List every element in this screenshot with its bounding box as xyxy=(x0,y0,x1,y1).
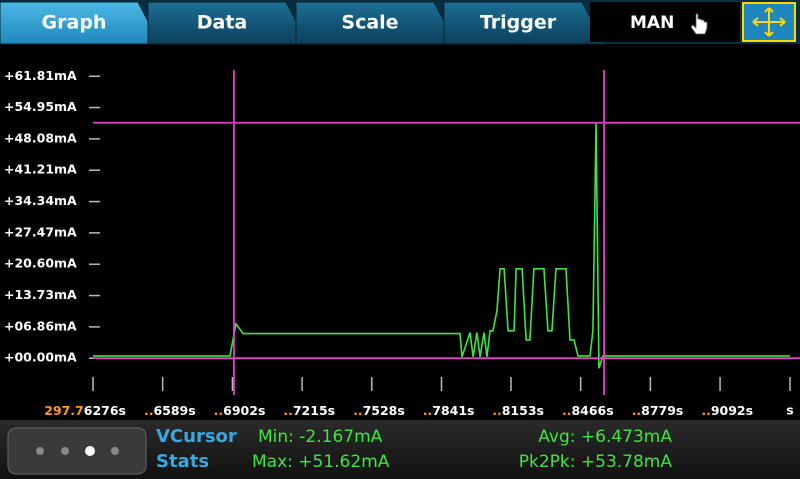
x-tick-text: 9092s xyxy=(711,403,753,418)
y-tick-label: +54.95mA xyxy=(4,99,77,114)
y-tick-label: +13.73mA xyxy=(4,287,77,302)
mode-label: MAN xyxy=(630,13,674,33)
page-dot xyxy=(111,447,119,455)
cursor-icon xyxy=(752,7,786,37)
y-tick-label: +61.81mA xyxy=(4,68,77,83)
tab-label: Graph xyxy=(42,12,107,34)
tab[interactable] xyxy=(295,1,457,45)
x-tick-text: 7528s xyxy=(363,403,405,418)
stat: Pk2Pk: +53.78mA xyxy=(519,452,673,472)
trace xyxy=(93,122,790,369)
x-tick-prefix: .. xyxy=(214,403,224,418)
y-tick-label: +00.00mA xyxy=(4,350,77,365)
x-tick-prefix: .. xyxy=(632,403,642,418)
x-tick-label: ..7841s xyxy=(423,403,475,418)
x-tick-label: ..8466s xyxy=(562,403,614,418)
page-dot xyxy=(85,446,95,456)
x-tick-label: ..6589s xyxy=(144,403,196,418)
x-unit: s xyxy=(786,403,793,418)
stats-title: VCursor xyxy=(156,426,237,447)
x-tick-prefix: .. xyxy=(283,403,293,418)
x-tick-prefix: .. xyxy=(353,403,363,418)
x-tick-prefix: .. xyxy=(492,403,502,418)
x-tick-prefix: 297.7 xyxy=(44,403,84,418)
y-tick-label: +06.86mA xyxy=(4,318,77,333)
stat: Avg: +6.473mA xyxy=(538,427,672,447)
stats-title: Stats xyxy=(156,451,209,472)
x-tick-text: 8466s xyxy=(571,403,613,418)
page-dot xyxy=(36,447,44,455)
x-tick-label: ..8153s xyxy=(492,403,544,418)
y-tick-label: +27.47mA xyxy=(4,224,77,239)
stat: Max: +51.62mA xyxy=(252,452,390,472)
tab-label: Data xyxy=(197,12,248,34)
mode-box xyxy=(590,2,740,42)
x-tick-prefix: .. xyxy=(144,403,154,418)
x-tick-text: 6902s xyxy=(223,403,265,418)
x-tick-prefix: .. xyxy=(423,403,433,418)
x-tick-prefix: .. xyxy=(701,403,711,418)
x-tick-label: ..6902s xyxy=(214,403,266,418)
tab[interactable] xyxy=(0,1,161,45)
x-tick-label: 297.76276s xyxy=(44,403,126,418)
x-tick-text: 8779s xyxy=(641,403,683,418)
x-tick-text: 7841s xyxy=(432,403,474,418)
tab-label: Scale xyxy=(341,12,398,34)
page-dot xyxy=(61,447,69,455)
x-tick-label: ..8779s xyxy=(632,403,684,418)
y-tick-label: +34.34mA xyxy=(4,193,77,208)
stat: Min: -2.167mA xyxy=(258,427,383,447)
x-tick-text: 7215s xyxy=(293,403,335,418)
x-tick-text: 6276s xyxy=(84,403,126,418)
x-tick-label: ..7215s xyxy=(283,403,335,418)
x-tick-text: 8153s xyxy=(502,403,544,418)
x-tick-label: ..9092s xyxy=(701,403,753,418)
y-tick-label: +20.60mA xyxy=(4,256,77,271)
x-tick-label: ..7528s xyxy=(353,403,405,418)
hand-icon xyxy=(690,13,708,35)
tab-label: Trigger xyxy=(480,12,557,34)
x-tick-prefix: .. xyxy=(562,403,572,418)
menu-button[interactable] xyxy=(7,427,147,475)
y-tick-label: +41.21mA xyxy=(4,162,77,177)
tab[interactable] xyxy=(147,1,309,45)
tab[interactable] xyxy=(443,1,605,45)
y-tick-label: +48.08mA xyxy=(4,130,77,145)
x-tick-text: 6589s xyxy=(153,403,195,418)
